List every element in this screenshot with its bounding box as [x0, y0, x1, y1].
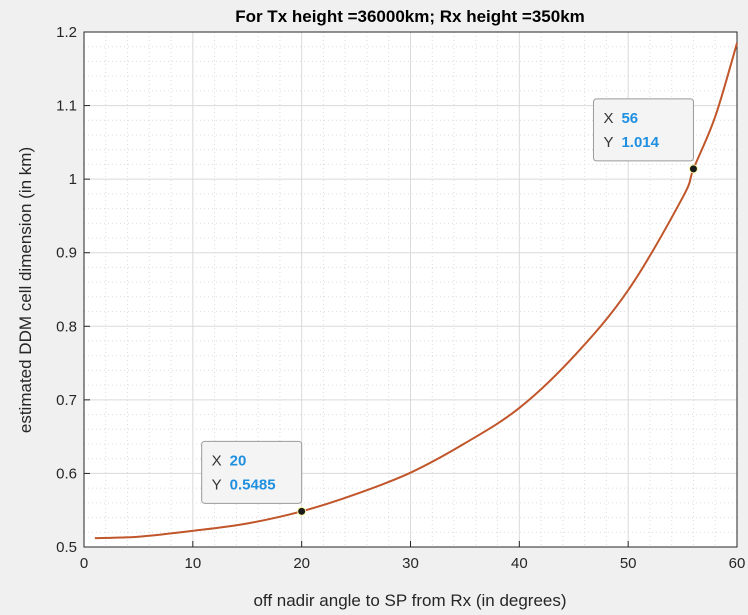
datatip-y-value: 0.5485 [230, 476, 276, 493]
x-tick-label: 30 [402, 555, 419, 572]
datatip[interactable]: X 20 Y 0.5485 [201, 440, 307, 516]
x-axis-ticks: 0 10 20 30 40 50 60 [80, 541, 746, 572]
datatip-y-label: Y [212, 476, 222, 493]
y-tick-label: 0.7 [56, 392, 77, 409]
y-tick-label: 0.6 [56, 465, 77, 482]
datatip-x-label: X [212, 452, 222, 469]
datatip-y-label: Y [603, 134, 613, 151]
x-tick-label: 60 [729, 555, 746, 572]
datatip-box [592, 98, 694, 162]
series-line [94, 42, 738, 540]
x-tick-label: 20 [293, 555, 310, 572]
y-axis-label: estimated DDM cell dimension (in km) [16, 147, 35, 433]
y-tick-label: 0.5 [56, 539, 77, 556]
datatip-marker[interactable] [297, 506, 307, 516]
x-tick-label: 0 [80, 555, 88, 572]
datatip-x-value: 20 [230, 452, 247, 469]
y-tick-label: 0.9 [56, 245, 77, 262]
datatip-y-value: 1.014 [621, 134, 659, 151]
datatips: X 20 Y 0.5485 X 56 Y 1.014 [201, 98, 698, 516]
datatip-marker[interactable] [688, 164, 698, 174]
x-tick-label: 40 [511, 555, 528, 572]
datatip[interactable]: X 56 Y 1.014 [592, 98, 698, 174]
x-tick-label: 50 [620, 555, 637, 572]
y-tick-label: 1 [69, 171, 77, 188]
x-axis-label: off nadir angle to SP from Rx (in degree… [253, 591, 566, 610]
datatip-x-label: X [603, 110, 613, 127]
y-tick-label: 0.8 [56, 318, 77, 335]
y-tick-label: 1.1 [56, 98, 77, 115]
datatip-box [201, 440, 303, 504]
x-tick-label: 10 [184, 555, 201, 572]
chart-title: For Tx height =36000km; Rx height =350km [235, 7, 585, 26]
datatip-x-value: 56 [621, 110, 638, 127]
y-axis-ticks: 0.5 0.6 0.7 0.8 0.9 1 1.1 1.2 [56, 24, 90, 556]
y-tick-label: 1.2 [56, 24, 77, 41]
